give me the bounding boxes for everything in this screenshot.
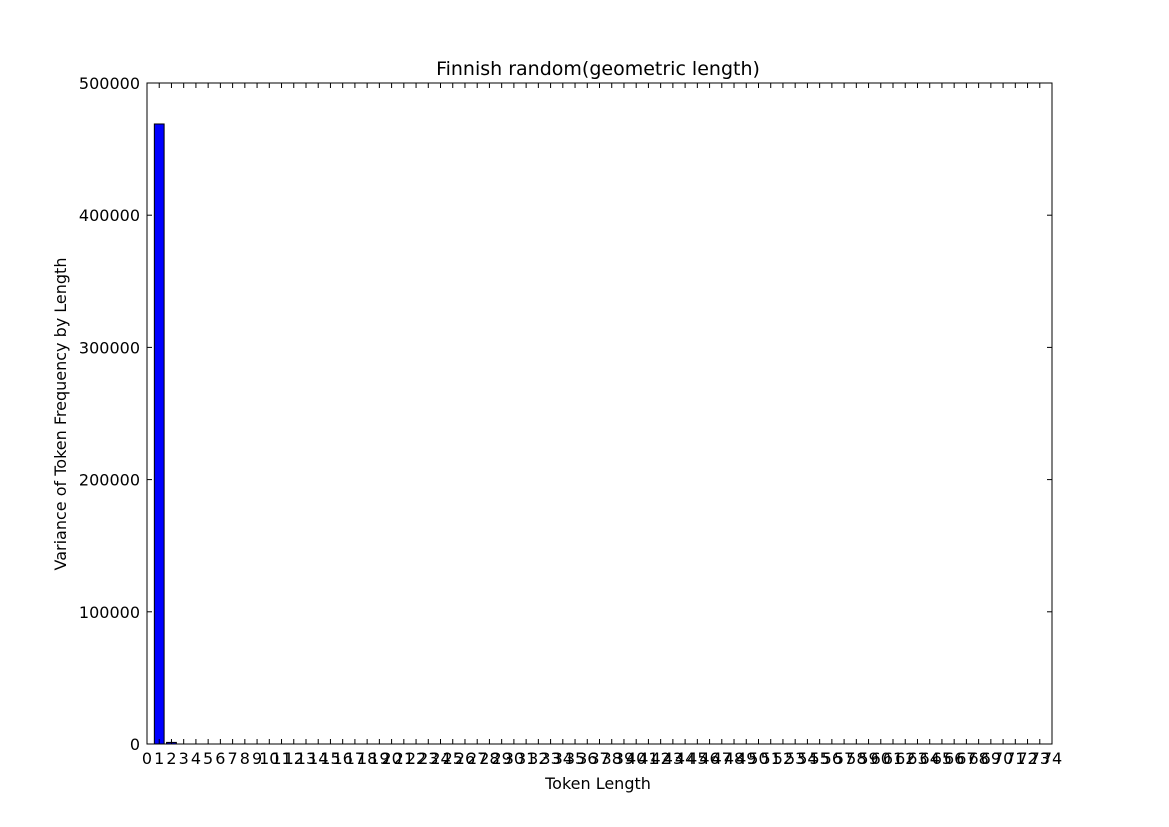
x-tick-label: 37 [589,749,609,768]
x-tick-label: 4 [191,749,201,768]
x-tick-label: 71 [1005,749,1025,768]
x-tick-label: 33 [540,749,560,768]
x-tick-label: 45 [687,749,707,768]
x-tick-label: 1 [154,749,164,768]
x-tick-label: 40 [626,749,646,768]
x-tick-label: 38 [602,749,622,768]
x-tick-label: 17 [345,749,365,768]
x-tick-label: 6 [215,749,225,768]
x-tick-label: 3 [179,749,189,768]
x-tick-label: 65 [932,749,952,768]
x-tick-label: 41 [638,749,658,768]
x-tick-label: 9 [252,749,262,768]
x-tick-label: 73 [1030,749,1050,768]
x-axis-label: Token Length [544,774,651,793]
y-tick-label: 0 [130,735,140,754]
x-tick-label: 7 [228,749,238,768]
x-tick-label: 16 [332,749,352,768]
x-tick-label: 61 [883,749,903,768]
x-tick-label: 8 [240,749,250,768]
x-tick-label: 26 [455,749,475,768]
y-tick-label: 500000 [79,74,140,93]
x-tick-label: 10 [259,749,279,768]
x-tick-label: 36 [577,749,597,768]
x-tick-label: 69 [981,749,1001,768]
x-tick-label: 14 [308,749,328,768]
chart-title: Finnish random(geometric length) [436,58,760,80]
x-tick-label: 46 [699,749,719,768]
x-tick-label: 55 [809,749,829,768]
x-tick-label: 5 [203,749,213,768]
x-tick-label: 32 [528,749,548,768]
x-tick-label: 15 [320,749,340,768]
x-tick-label: 21 [394,749,414,768]
x-tick-label: 27 [467,749,487,768]
x-tick-label: 39 [614,749,634,768]
y-tick-label: 100000 [79,603,140,622]
x-tick-label: 56 [822,749,842,768]
x-tick-label: 42 [650,749,670,768]
x-tick-label: 52 [773,749,793,768]
x-tick-label: 66 [944,749,964,768]
x-tick-label: 64 [920,749,940,768]
x-tick-label: 23 [418,749,438,768]
x-tick-label: 28 [479,749,499,768]
x-tick-label: 0 [142,749,152,768]
x-tick-label: 24 [430,749,450,768]
x-tick-label: 57 [834,749,854,768]
x-tick-label: 58 [846,749,866,768]
bar-1 [153,123,165,745]
x-tick-label: 68 [968,749,988,768]
x-tick-label: 50 [748,749,768,768]
x-tick-label: 30 [504,749,524,768]
x-tick-label: 29 [491,749,511,768]
x-tick-label: 22 [406,749,426,768]
x-tick-label: 51 [761,749,781,768]
x-tick-label: 47 [712,749,732,768]
x-tick-label: 2 [166,749,176,768]
x-tick-label: 35 [565,749,585,768]
x-tick-label: 72 [1017,749,1037,768]
x-tick-label: 48 [724,749,744,768]
x-tick-label: 34 [553,749,573,768]
x-tick-label: 60 [871,749,891,768]
x-tick-label: 12 [284,749,304,768]
x-tick-label: 18 [357,749,377,768]
x-tick-label: 59 [858,749,878,768]
y-tick-label: 300000 [79,338,140,357]
y-tick-label: 400000 [79,206,140,225]
x-tick-label: 44 [675,749,695,768]
x-tick-label: 31 [516,749,536,768]
x-tick-label: 62 [895,749,915,768]
x-tick-label: 20 [381,749,401,768]
x-tick-label: 43 [663,749,683,768]
x-tick-label: 63 [907,749,927,768]
x-tick-label: 11 [271,749,291,768]
x-tick-label: 19 [369,749,389,768]
plot-frame [146,82,1053,745]
x-tick-label: 13 [296,749,316,768]
x-tick-label: 67 [956,749,976,768]
x-tick-label: 49 [736,749,756,768]
y-tick-label: 200000 [79,471,140,490]
x-tick-label: 74 [1042,749,1062,768]
x-tick-label: 25 [443,749,463,768]
x-tick-label: 54 [797,749,817,768]
y-axis-label: Variance of Token Frequency by Length [51,258,70,571]
x-tick-label: 53 [785,749,805,768]
x-tick-label: 70 [993,749,1013,768]
